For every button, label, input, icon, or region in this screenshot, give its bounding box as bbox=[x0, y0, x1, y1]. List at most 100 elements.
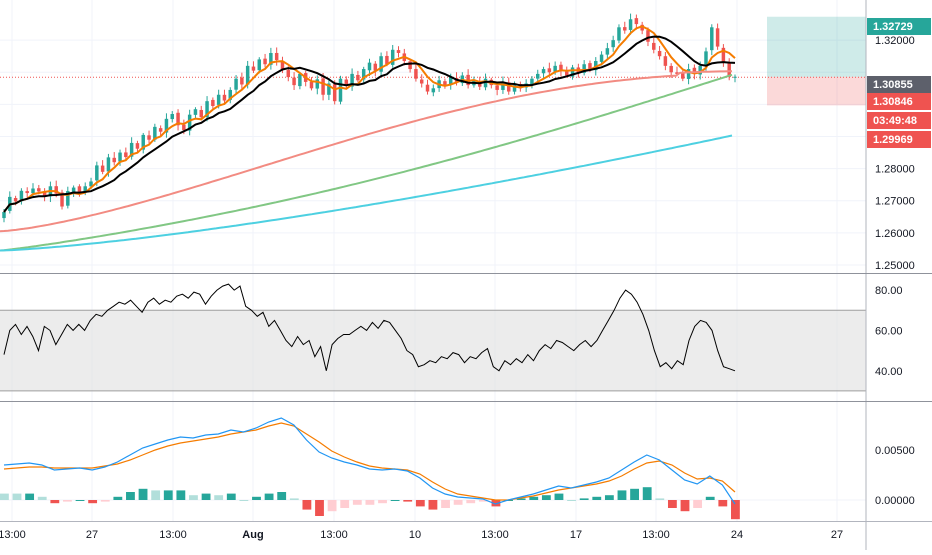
time-tick-label: 17 bbox=[570, 529, 582, 541]
time-tick-label: 13:00 bbox=[642, 529, 670, 541]
macd-histogram-bar bbox=[289, 498, 299, 500]
ma-black-line bbox=[3, 35, 736, 213]
price-badge-label: 1.32729 bbox=[873, 21, 913, 33]
macd-histogram-bar bbox=[252, 496, 261, 500]
candle-body bbox=[408, 61, 412, 70]
candle-body bbox=[129, 142, 134, 157]
candle-body bbox=[530, 78, 534, 85]
candle-body bbox=[211, 99, 215, 106]
time-tick-label: 13:00 bbox=[159, 529, 187, 541]
candle-body bbox=[66, 191, 70, 206]
candle-body bbox=[367, 62, 372, 71]
candle-body bbox=[274, 52, 279, 61]
candle-body bbox=[135, 143, 140, 149]
candle-body bbox=[681, 72, 685, 79]
candle-body bbox=[675, 72, 679, 74]
candle-body bbox=[721, 47, 726, 63]
macd-histogram-bar bbox=[327, 500, 337, 512]
macd-histogram-bar bbox=[378, 500, 387, 504]
candle-body bbox=[176, 112, 180, 126]
macd-histogram-bar bbox=[453, 500, 463, 505]
candle-body bbox=[599, 54, 604, 62]
candle-body bbox=[385, 55, 389, 65]
rsi-line bbox=[3, 283, 736, 372]
macd-histogram-bar bbox=[138, 488, 148, 500]
candle-body bbox=[419, 79, 424, 84]
price-tick-label: 1.27000 bbox=[875, 196, 915, 208]
macd-histogram-bar bbox=[667, 500, 677, 508]
macd-tick-label: 0.00000 bbox=[875, 495, 915, 507]
candle-body bbox=[25, 191, 29, 194]
ma-red-line bbox=[0, 70, 732, 233]
macd-line bbox=[3, 417, 736, 505]
candle-body bbox=[623, 27, 627, 31]
candle-body bbox=[251, 66, 256, 71]
macd-histogram-bar bbox=[529, 496, 539, 500]
candle-body bbox=[390, 49, 395, 65]
time-tick-label: Aug bbox=[242, 529, 263, 541]
candle-body bbox=[506, 82, 511, 92]
rsi-tick-label: 80.00 bbox=[875, 285, 903, 297]
stop-loss-zone bbox=[767, 76, 866, 106]
macd-histogram-bar bbox=[352, 500, 362, 505]
candle-body bbox=[257, 59, 262, 71]
candle-body bbox=[269, 52, 273, 65]
candle-body bbox=[669, 65, 673, 73]
candle-body bbox=[222, 94, 227, 101]
macd-histogram-bar bbox=[693, 500, 703, 508]
candle-body bbox=[170, 114, 174, 120]
ma-cyan-line bbox=[0, 134, 733, 252]
macd-histogram-bar bbox=[25, 493, 35, 500]
price-badge bbox=[867, 93, 931, 110]
candle-body bbox=[704, 51, 708, 66]
macd-histogram-bar bbox=[302, 500, 312, 510]
candle-body bbox=[193, 109, 198, 115]
candle-body bbox=[361, 69, 366, 80]
candle-body bbox=[315, 79, 320, 89]
macd-histogram-bar bbox=[415, 500, 425, 507]
candle-body bbox=[164, 118, 169, 133]
macd-histogram-bar bbox=[163, 490, 173, 500]
macd-histogram-bar bbox=[63, 500, 72, 502]
candle-body bbox=[483, 78, 488, 88]
candle-body bbox=[292, 77, 296, 86]
candle-body bbox=[414, 69, 418, 79]
candle-body bbox=[112, 157, 116, 163]
candle-body bbox=[379, 56, 383, 72]
candle-body bbox=[321, 78, 325, 95]
candle-body bbox=[205, 101, 209, 118]
candle-body bbox=[60, 192, 64, 207]
candle-body bbox=[83, 186, 87, 191]
candle-body bbox=[715, 28, 720, 47]
time-tick-label: 13:00 bbox=[481, 529, 509, 541]
candle-body bbox=[431, 88, 436, 93]
macd-histogram-bar bbox=[113, 496, 123, 500]
price-badge-label: 1.29969 bbox=[873, 134, 913, 146]
candle-body bbox=[338, 78, 343, 102]
candle-body bbox=[141, 134, 145, 150]
candle-body bbox=[234, 78, 238, 90]
candle-body bbox=[425, 84, 430, 92]
candle-body bbox=[570, 67, 575, 77]
candle-body bbox=[710, 27, 714, 51]
candle-body bbox=[42, 192, 47, 196]
candle-body bbox=[37, 188, 41, 192]
time-tick-label: 13:00 bbox=[320, 529, 348, 541]
macd-histogram-bar bbox=[617, 490, 627, 500]
candle-body bbox=[611, 40, 615, 48]
time-tick-label: 24 bbox=[731, 529, 743, 541]
candle-body bbox=[617, 27, 621, 41]
macd-histogram-bar bbox=[315, 500, 324, 516]
macd-histogram-bar bbox=[37, 496, 47, 500]
time-tick-label: 27 bbox=[831, 529, 843, 541]
candle-body bbox=[245, 65, 250, 85]
price-tick-label: 1.32000 bbox=[875, 35, 915, 47]
macd-tick-label: 0.00500 bbox=[875, 445, 915, 457]
macd-histogram-bar bbox=[491, 500, 501, 507]
position-zone-layer bbox=[767, 16, 866, 106]
candle-body bbox=[158, 128, 163, 132]
candle-body bbox=[657, 50, 662, 57]
